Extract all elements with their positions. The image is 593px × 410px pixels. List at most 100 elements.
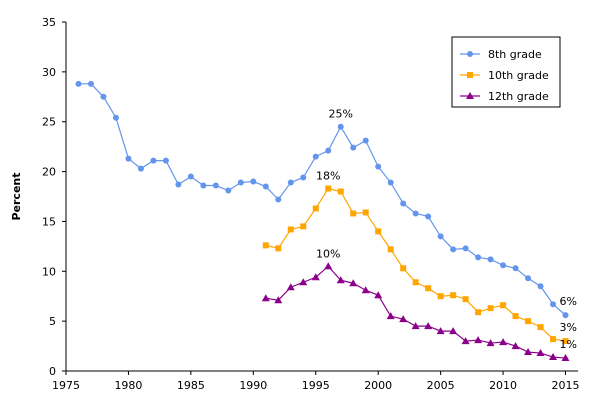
data-point [512,313,519,320]
data-point [475,309,482,316]
x-tick-label: 2015 [552,379,580,392]
data-point [561,354,570,362]
data-point [549,353,558,361]
data-point [349,279,358,287]
data-point [261,294,270,302]
data-point [362,137,369,144]
data-point [425,213,432,220]
y-axis-label: Percent [10,172,23,220]
data-point [424,322,433,330]
x-tick-label: 2005 [427,379,455,392]
legend-label: 8th grade [488,48,542,61]
data-point [450,292,457,299]
data-point [412,279,419,286]
legend-marker [466,92,474,99]
data-point [461,337,470,345]
data-point [400,200,407,207]
data-point [237,179,244,186]
series-12th-grade [261,262,570,362]
series-10th-grade [262,185,569,345]
data-point [550,336,557,343]
legend-label: 12th grade [488,90,549,103]
data-point [449,327,458,335]
data-point [350,210,357,217]
data-point [325,147,332,154]
data-point [474,336,483,344]
data-point [287,226,294,233]
data-point [411,322,420,330]
legend-item: 12th grade [460,90,549,103]
data-point [324,262,333,270]
annotation-label: 3% [560,321,577,334]
annotation-label: 1% [560,338,577,351]
data-point [87,80,94,87]
data-point [450,246,457,253]
legend-label: 10th grade [488,69,549,82]
data-point [399,315,408,323]
data-point [550,301,557,308]
data-point [187,173,194,180]
data-point [325,185,332,192]
y-tick-label: 30 [42,66,56,79]
data-point [462,296,469,303]
annotation-label: 10% [316,247,340,260]
data-point [112,114,119,121]
legend: 8th grade 10th grade 12th grade [451,36,561,108]
legend-marker [467,51,473,57]
data-point [375,163,382,170]
data-point [475,254,482,261]
y-tick-label: 15 [42,215,56,228]
data-point [500,262,507,269]
data-point [400,265,407,272]
data-point [486,339,495,347]
data-point [300,223,307,230]
data-point [374,291,383,299]
x-tick-label: 1985 [177,379,205,392]
legend-marker [467,72,473,78]
data-point [487,256,494,263]
annotations: 25% 18% 10% 6% 3% 1% [316,108,577,351]
data-point [375,228,382,235]
data-point [425,285,432,292]
data-point [436,327,445,335]
data-point [537,283,544,290]
x-tick-label: 1980 [114,379,142,392]
x-tick-label: 2000 [364,379,392,392]
data-point [262,242,269,249]
legend-item: 10th grade [460,69,549,82]
x-tick-label: 1975 [52,379,80,392]
data-point [525,318,532,325]
data-point [437,293,444,300]
data-point [212,182,219,189]
data-point [100,93,107,100]
annotation-label: 18% [316,170,340,183]
data-point [274,296,283,304]
series-8th-grade [75,80,569,319]
data-point [499,338,508,346]
data-point [312,205,319,212]
data-point [437,233,444,240]
data-point [350,144,357,151]
legend-item: 8th grade [460,48,542,61]
axes: 0 5 10 15 20 25 30 35 1975 1980 1985 1990 1995 2000 20… [10,16,580,392]
x-tick-label: 1995 [302,379,330,392]
data-point [336,276,345,284]
y-tick-label: 10 [42,265,56,278]
series-line [78,83,566,316]
data-point [511,342,520,350]
data-point [150,157,157,164]
series-layer [75,80,570,362]
data-point [387,179,394,186]
data-point [75,80,82,87]
data-point [275,196,282,203]
data-point [299,278,308,286]
data-point [225,187,232,194]
data-point [262,183,269,190]
data-point [275,245,282,252]
data-point [312,153,319,160]
data-point [137,165,144,172]
y-tick-label: 20 [42,166,56,179]
data-point [536,349,545,357]
data-point [500,302,507,309]
